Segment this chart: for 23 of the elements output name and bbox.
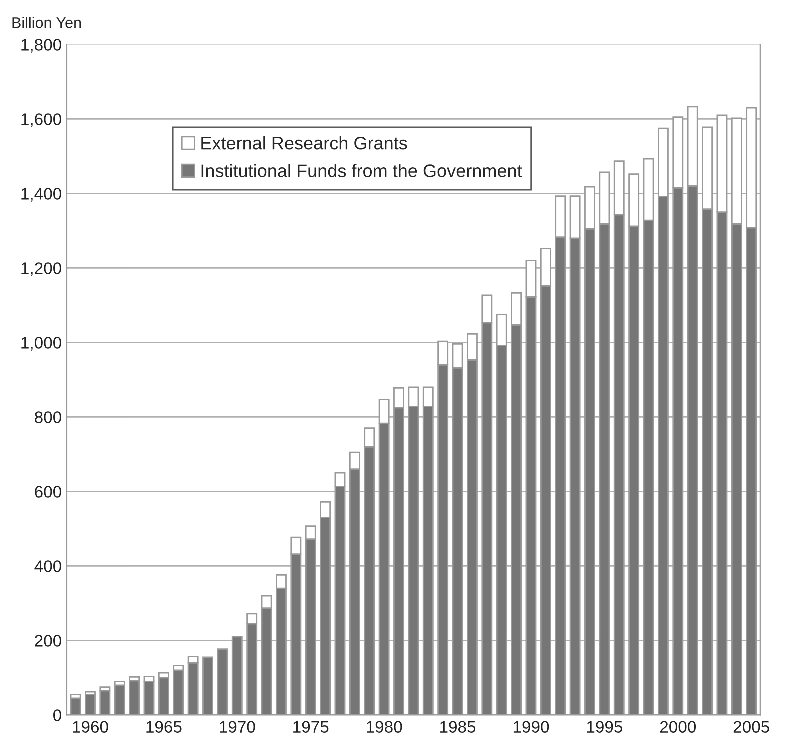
legend-label: Institutional Funds from the Government	[202, 164, 522, 178]
x-tick-label: 1975	[294, 721, 329, 733]
x-tick-label: 1995	[587, 721, 623, 733]
y-tick-label: 800	[35, 412, 62, 424]
y-tick-label: 0	[54, 710, 62, 722]
y-tick-label: 200	[35, 635, 62, 647]
x-tick-label: 1960	[73, 721, 108, 733]
y-tick-label: 1,800	[22, 39, 62, 53]
y-tick-label: 400	[34, 560, 62, 572]
x-tick-label: 1990	[514, 721, 550, 733]
x-tick-label: 2000	[660, 721, 696, 733]
y-tick-label: 600	[35, 486, 62, 498]
y-tick-label: 1,200	[22, 262, 62, 276]
y-tick-label: 1,400	[22, 188, 62, 202]
y-axis-title: Billion Yen	[12, 17, 82, 28]
x-tick-label: 2005	[734, 721, 770, 733]
x-tick-label: 1985	[440, 721, 476, 733]
x-tick-label: 1980	[367, 721, 402, 733]
x-tick-label: 1965	[146, 721, 182, 733]
legend-label: External Research Grants	[202, 136, 408, 150]
y-tick-label: 1,600	[22, 114, 62, 128]
x-tick-label: 1970	[220, 721, 256, 733]
y-tick-label: 1,000	[22, 337, 62, 351]
